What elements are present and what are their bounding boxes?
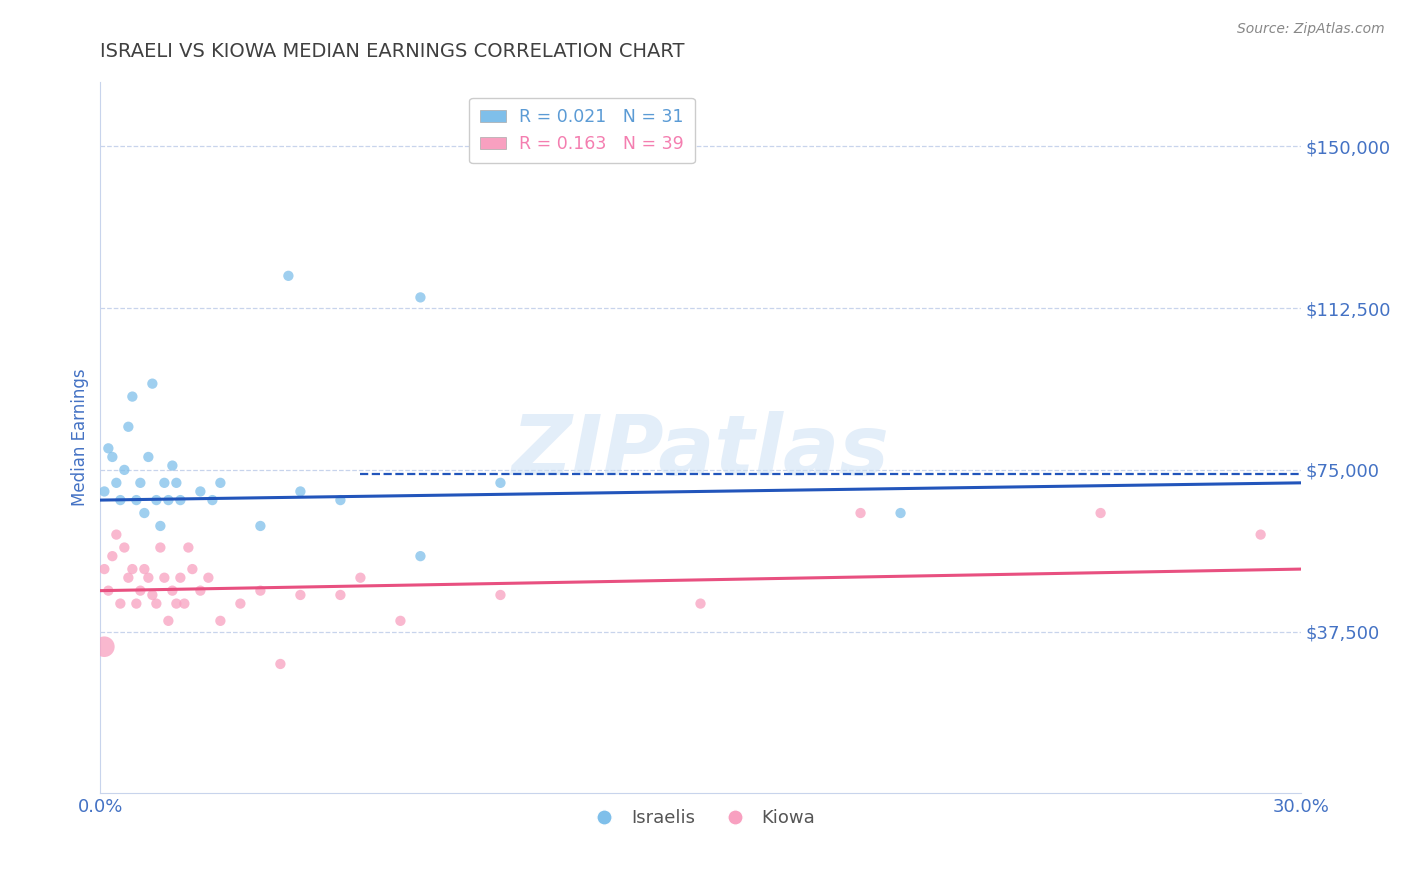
Point	[129, 475, 152, 490]
Point	[97, 442, 120, 456]
Point	[134, 562, 156, 576]
Point	[409, 290, 432, 304]
Point	[157, 493, 180, 508]
Point	[93, 562, 115, 576]
Point	[121, 390, 143, 404]
Point	[209, 614, 232, 628]
Point	[134, 506, 156, 520]
Legend: Israelis, Kiowa: Israelis, Kiowa	[578, 802, 823, 834]
Point	[1250, 527, 1272, 541]
Point	[101, 549, 124, 563]
Point	[849, 506, 872, 520]
Point	[349, 571, 371, 585]
Point	[201, 493, 224, 508]
Point	[110, 493, 132, 508]
Point	[149, 541, 172, 555]
Point	[689, 597, 711, 611]
Point	[1090, 506, 1112, 520]
Point	[105, 475, 128, 490]
Text: ISRAELI VS KIOWA MEDIAN EARNINGS CORRELATION CHART: ISRAELI VS KIOWA MEDIAN EARNINGS CORRELA…	[100, 42, 685, 61]
Point	[409, 549, 432, 563]
Point	[153, 475, 176, 490]
Point	[112, 463, 135, 477]
Point	[197, 571, 219, 585]
Point	[138, 571, 160, 585]
Point	[277, 268, 299, 283]
Point	[101, 450, 124, 464]
Point	[121, 562, 143, 576]
Point	[105, 527, 128, 541]
Point	[269, 657, 291, 671]
Point	[153, 571, 176, 585]
Point	[93, 640, 115, 654]
Point	[145, 493, 167, 508]
Point	[125, 493, 148, 508]
Point	[169, 571, 191, 585]
Point	[138, 450, 160, 464]
Point	[181, 562, 204, 576]
Point	[389, 614, 412, 628]
Point	[177, 541, 200, 555]
Point	[110, 597, 132, 611]
Point	[173, 597, 195, 611]
Point	[157, 614, 180, 628]
Point	[141, 376, 163, 391]
Y-axis label: Median Earnings: Median Earnings	[72, 368, 89, 507]
Point	[249, 583, 271, 598]
Point	[329, 588, 352, 602]
Point	[209, 475, 232, 490]
Point	[165, 475, 187, 490]
Point	[165, 597, 187, 611]
Point	[129, 583, 152, 598]
Point	[169, 493, 191, 508]
Point	[149, 519, 172, 533]
Point	[249, 519, 271, 533]
Point	[93, 484, 115, 499]
Text: Source: ZipAtlas.com: Source: ZipAtlas.com	[1237, 22, 1385, 37]
Point	[229, 597, 252, 611]
Point	[190, 583, 212, 598]
Point	[117, 419, 139, 434]
Point	[290, 484, 312, 499]
Point	[125, 597, 148, 611]
Point	[290, 588, 312, 602]
Point	[190, 484, 212, 499]
Point	[329, 493, 352, 508]
Point	[117, 571, 139, 585]
Point	[489, 475, 512, 490]
Point	[141, 588, 163, 602]
Point	[145, 597, 167, 611]
Point	[162, 583, 184, 598]
Point	[889, 506, 911, 520]
Point	[97, 583, 120, 598]
Point	[162, 458, 184, 473]
Text: ZIPatlas: ZIPatlas	[512, 411, 890, 492]
Point	[112, 541, 135, 555]
Point	[489, 588, 512, 602]
